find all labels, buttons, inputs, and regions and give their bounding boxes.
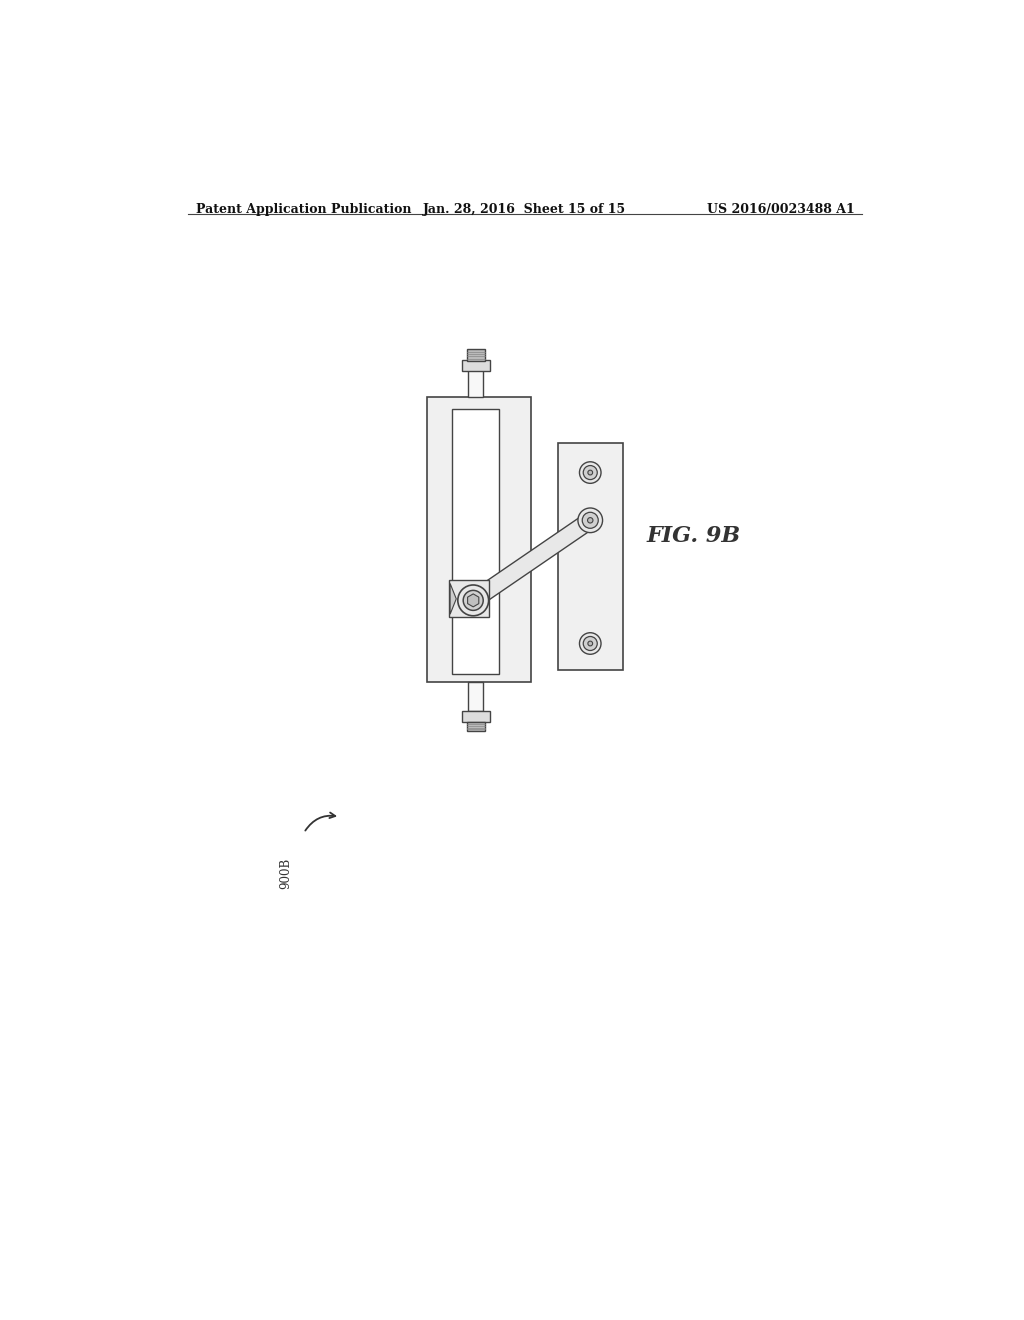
Bar: [462, 711, 490, 722]
Circle shape: [584, 466, 597, 479]
Circle shape: [580, 632, 601, 655]
Circle shape: [463, 590, 483, 610]
Text: 900B: 900B: [280, 858, 293, 888]
Bar: [427, 397, 531, 682]
Circle shape: [588, 517, 593, 523]
Bar: [467, 722, 484, 731]
Bar: [467, 350, 484, 360]
Bar: [453, 409, 499, 675]
Circle shape: [580, 462, 601, 483]
Text: Jan. 28, 2016  Sheet 15 of 15: Jan. 28, 2016 Sheet 15 of 15: [423, 203, 627, 216]
Circle shape: [578, 508, 602, 533]
Polygon shape: [468, 594, 479, 607]
Polygon shape: [471, 512, 597, 606]
Circle shape: [458, 585, 488, 615]
Text: US 2016/0023488 A1: US 2016/0023488 A1: [707, 203, 854, 216]
Circle shape: [584, 636, 597, 651]
Polygon shape: [451, 583, 457, 614]
Bar: [558, 444, 624, 671]
Circle shape: [588, 470, 593, 475]
Bar: [468, 370, 483, 397]
Circle shape: [588, 642, 593, 645]
Circle shape: [583, 512, 598, 528]
Text: FIG. 9B: FIG. 9B: [646, 525, 740, 546]
Bar: [462, 360, 490, 371]
Bar: [468, 682, 483, 711]
Bar: [449, 581, 488, 618]
Text: Patent Application Publication: Patent Application Publication: [196, 203, 412, 216]
